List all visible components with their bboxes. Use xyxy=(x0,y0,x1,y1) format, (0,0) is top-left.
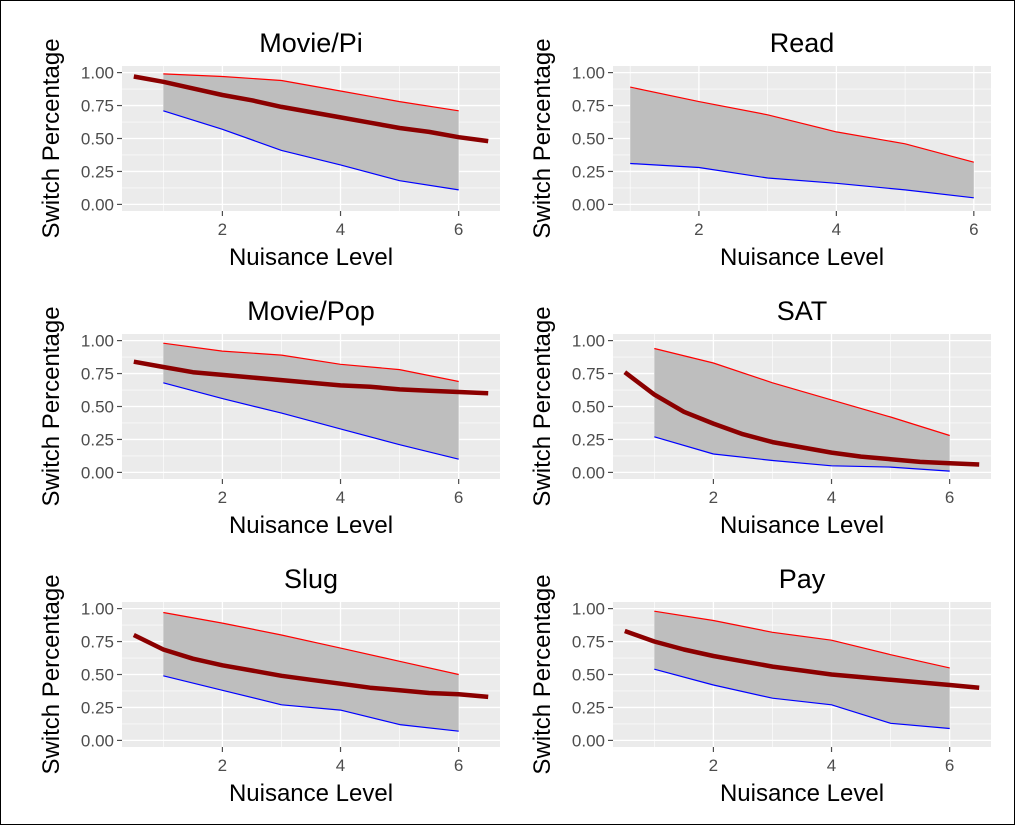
upper-bound-line xyxy=(163,342,459,383)
lower-bound-line xyxy=(163,382,459,460)
x-axis-title: Nuisance Level xyxy=(720,512,884,539)
y-tick-label: 1.00 xyxy=(572,332,605,351)
fitted-curve xyxy=(623,370,980,467)
x-axis-title: Nuisance Level xyxy=(229,512,393,539)
panel-title: Pay xyxy=(779,564,826,594)
fitted-curve xyxy=(133,74,489,144)
y-tick-label: 0.75 xyxy=(81,633,114,652)
y-tick-label: 1.00 xyxy=(81,332,114,351)
x-tick-label: 2 xyxy=(218,488,227,507)
x-tick-label: 6 xyxy=(454,488,463,507)
lower-bound-line xyxy=(163,675,459,732)
lower-bound-line xyxy=(654,668,950,730)
panel-title: Movie/Pi xyxy=(259,28,363,58)
y-tick-label: 0.25 xyxy=(81,698,114,717)
y-tick-label: 0.00 xyxy=(572,731,605,750)
y-tick-label: 0.50 xyxy=(81,398,114,417)
x-tick-label: 4 xyxy=(832,220,841,239)
y-axis-title: Switch Percentage xyxy=(38,38,65,238)
upper-bound-line xyxy=(163,611,459,676)
x-axis-title: Nuisance Level xyxy=(229,244,393,271)
y-tick-label: 0.50 xyxy=(572,398,605,417)
y-tick-label: 0.25 xyxy=(572,698,605,717)
y-tick-label: 0.00 xyxy=(572,195,605,214)
y-tick-label: 0.25 xyxy=(81,430,114,449)
facet-panel: 0.00 0.25 0.50 0.75 1.00 2 4 6 SAT Nuisance Level… xyxy=(529,296,991,539)
x-tick-label: 4 xyxy=(336,220,345,239)
y-axis-title: Switch Percentage xyxy=(529,38,556,238)
x-axis-title: Nuisance Level xyxy=(720,780,884,807)
lower-bound-line xyxy=(163,110,459,191)
facet-panel: 0.00 0.25 0.50 0.75 1.00 2 4 6 Pay Nuisance Level… xyxy=(529,564,991,807)
x-tick-label: 4 xyxy=(336,488,345,507)
y-tick-label: 0.25 xyxy=(572,430,605,449)
x-tick-label: 6 xyxy=(945,488,954,507)
y-tick-label: 1.00 xyxy=(572,64,605,83)
upper-bound-line xyxy=(163,73,459,112)
x-tick-label: 4 xyxy=(827,488,836,507)
y-tick-label: 0.00 xyxy=(81,463,114,482)
panel-title: SAT xyxy=(777,296,828,326)
upper-bound-line xyxy=(654,610,950,669)
x-axis-title: Nuisance Level xyxy=(229,780,393,807)
x-tick-label: 6 xyxy=(454,756,463,775)
x-tick-label: 2 xyxy=(709,488,718,507)
y-tick-label: 0.50 xyxy=(572,130,605,149)
x-tick-label: 6 xyxy=(945,756,954,775)
x-tick-label: 2 xyxy=(218,220,227,239)
y-tick-label: 0.75 xyxy=(572,633,605,652)
facet-panel: 0.00 0.25 0.50 0.75 1.00 2 4 6 Read Nuisance Leve… xyxy=(529,28,991,271)
y-axis-title: Switch Percentage xyxy=(38,306,65,506)
y-tick-label: 0.00 xyxy=(572,463,605,482)
panel-title: Slug xyxy=(284,564,338,594)
panel-title: Movie/Pop xyxy=(247,296,375,326)
x-tick-label: 2 xyxy=(218,756,227,775)
lower-bound-line xyxy=(630,162,974,199)
y-tick-label: 0.25 xyxy=(81,162,114,181)
y-axis-title: Switch Percentage xyxy=(529,306,556,506)
x-axis-title: Nuisance Level xyxy=(720,244,884,271)
y-tick-label: 1.00 xyxy=(572,600,605,619)
fitted-curve xyxy=(132,632,489,700)
y-tick-label: 0.50 xyxy=(81,130,114,149)
y-tick-label: 0.75 xyxy=(81,97,114,116)
upper-bound-line xyxy=(654,347,950,437)
facet-panel: 0.00 0.25 0.50 0.75 1.00 2 4 6 Movie/Pop Nuisance… xyxy=(38,296,500,539)
facet-panel: 0.00 0.25 0.50 0.75 1.00 2 4 6 Movie/Pi Nuisance … xyxy=(38,28,500,271)
band-area xyxy=(654,348,950,472)
x-tick-label: 6 xyxy=(969,220,978,239)
y-tick-label: 1.00 xyxy=(81,600,114,619)
y-axis-title: Switch Percentage xyxy=(38,574,65,774)
x-tick-label: 4 xyxy=(336,756,345,775)
facet-panel: 0.00 0.25 0.50 0.75 1.00 2 4 6 Slug Nuisance Leve… xyxy=(38,564,500,807)
y-tick-label: 0.75 xyxy=(572,365,605,384)
x-tick-label: 6 xyxy=(454,220,463,239)
y-axis-title: Switch Percentage xyxy=(529,574,556,774)
lower-bound-line xyxy=(654,436,950,472)
y-tick-label: 0.75 xyxy=(572,97,605,116)
fitted-curve xyxy=(624,628,980,690)
y-tick-label: 0.25 xyxy=(572,162,605,181)
y-tick-label: 0.50 xyxy=(81,666,114,685)
y-tick-label: 0.75 xyxy=(81,365,114,384)
y-tick-label: 1.00 xyxy=(81,64,114,83)
fitted-curve xyxy=(133,359,489,396)
y-tick-label: 0.00 xyxy=(81,731,114,750)
x-tick-label: 2 xyxy=(694,220,703,239)
band-area xyxy=(163,73,459,190)
band-area xyxy=(163,343,459,460)
panel-title: Read xyxy=(770,28,835,58)
x-tick-label: 2 xyxy=(709,756,718,775)
y-tick-label: 0.50 xyxy=(572,666,605,685)
y-tick-label: 0.00 xyxy=(81,195,114,214)
band-area xyxy=(163,612,459,732)
x-tick-label: 4 xyxy=(827,756,836,775)
upper-bound-line xyxy=(630,86,974,163)
